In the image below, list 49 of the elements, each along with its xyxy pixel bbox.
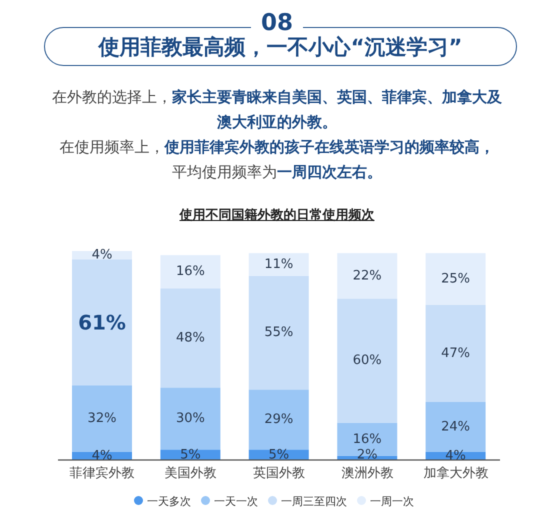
data-label: 61% [78,310,126,334]
data-label: 60% [352,353,382,368]
data-label: 22% [352,268,382,284]
data-label: 5% [180,447,201,462]
data-label: 4% [92,448,112,464]
x-tick-label: 澳洲外教 [341,466,394,482]
legend-label: 一周三至四次 [281,495,347,508]
data-label: 16% [352,432,382,447]
chart-title: 使用菲教最高频，一不小心“沉迷学习” [98,34,462,60]
data-label: 4% [445,448,466,464]
data-label: 29% [264,412,294,428]
x-tick-label: 美国外教 [164,465,217,482]
data-label: 16% [176,264,205,280]
text: 08 [250,10,303,36]
bar [248,253,309,276]
legend-label: 一天一次 [214,495,258,508]
data-label: 11% [264,256,294,272]
x-tick-label: 英国外教 [253,466,305,482]
legend-label: 一天多次 [147,495,191,508]
data-label: 24% [441,419,470,434]
data-label: 4% [92,248,112,263]
data-label: 2% [356,447,378,462]
text: 使用菲律宾外教的孩子在线英语学习的频率较高， [164,138,494,156]
bar [160,388,220,450]
bar [337,298,398,423]
chart-subtitle: 使用不同国籍外教的日常使用频次 [180,208,374,223]
data-label: 55% [264,325,294,340]
bar [248,276,309,390]
bar [337,253,398,299]
bar [426,253,486,305]
text: 一周四次左右。 [277,163,382,181]
legend-label: 一周一次 [370,495,414,508]
bar [160,255,220,288]
data-label: 30% [176,411,205,426]
text: 在使用频率上， [60,138,164,156]
data-label: 5% [268,447,290,462]
data-label: 32% [88,411,116,426]
bar [72,259,132,386]
bar [426,304,486,402]
data-label: 25% [441,271,470,286]
x-tick-label: 加拿大外教 [423,466,488,482]
data-label: 48% [176,330,205,346]
text: 平均使用频率为 [172,163,277,181]
text: 在外教的选择上， [52,88,172,106]
bar [160,288,220,388]
data-label: 47% [441,346,470,361]
x-tick-label: 菲律宾外教 [70,465,135,482]
bar [248,390,309,450]
text: 家长主要青睐来自美国、英国、菲律宾、加拿大及澳大利亚的外教。 [172,88,502,131]
